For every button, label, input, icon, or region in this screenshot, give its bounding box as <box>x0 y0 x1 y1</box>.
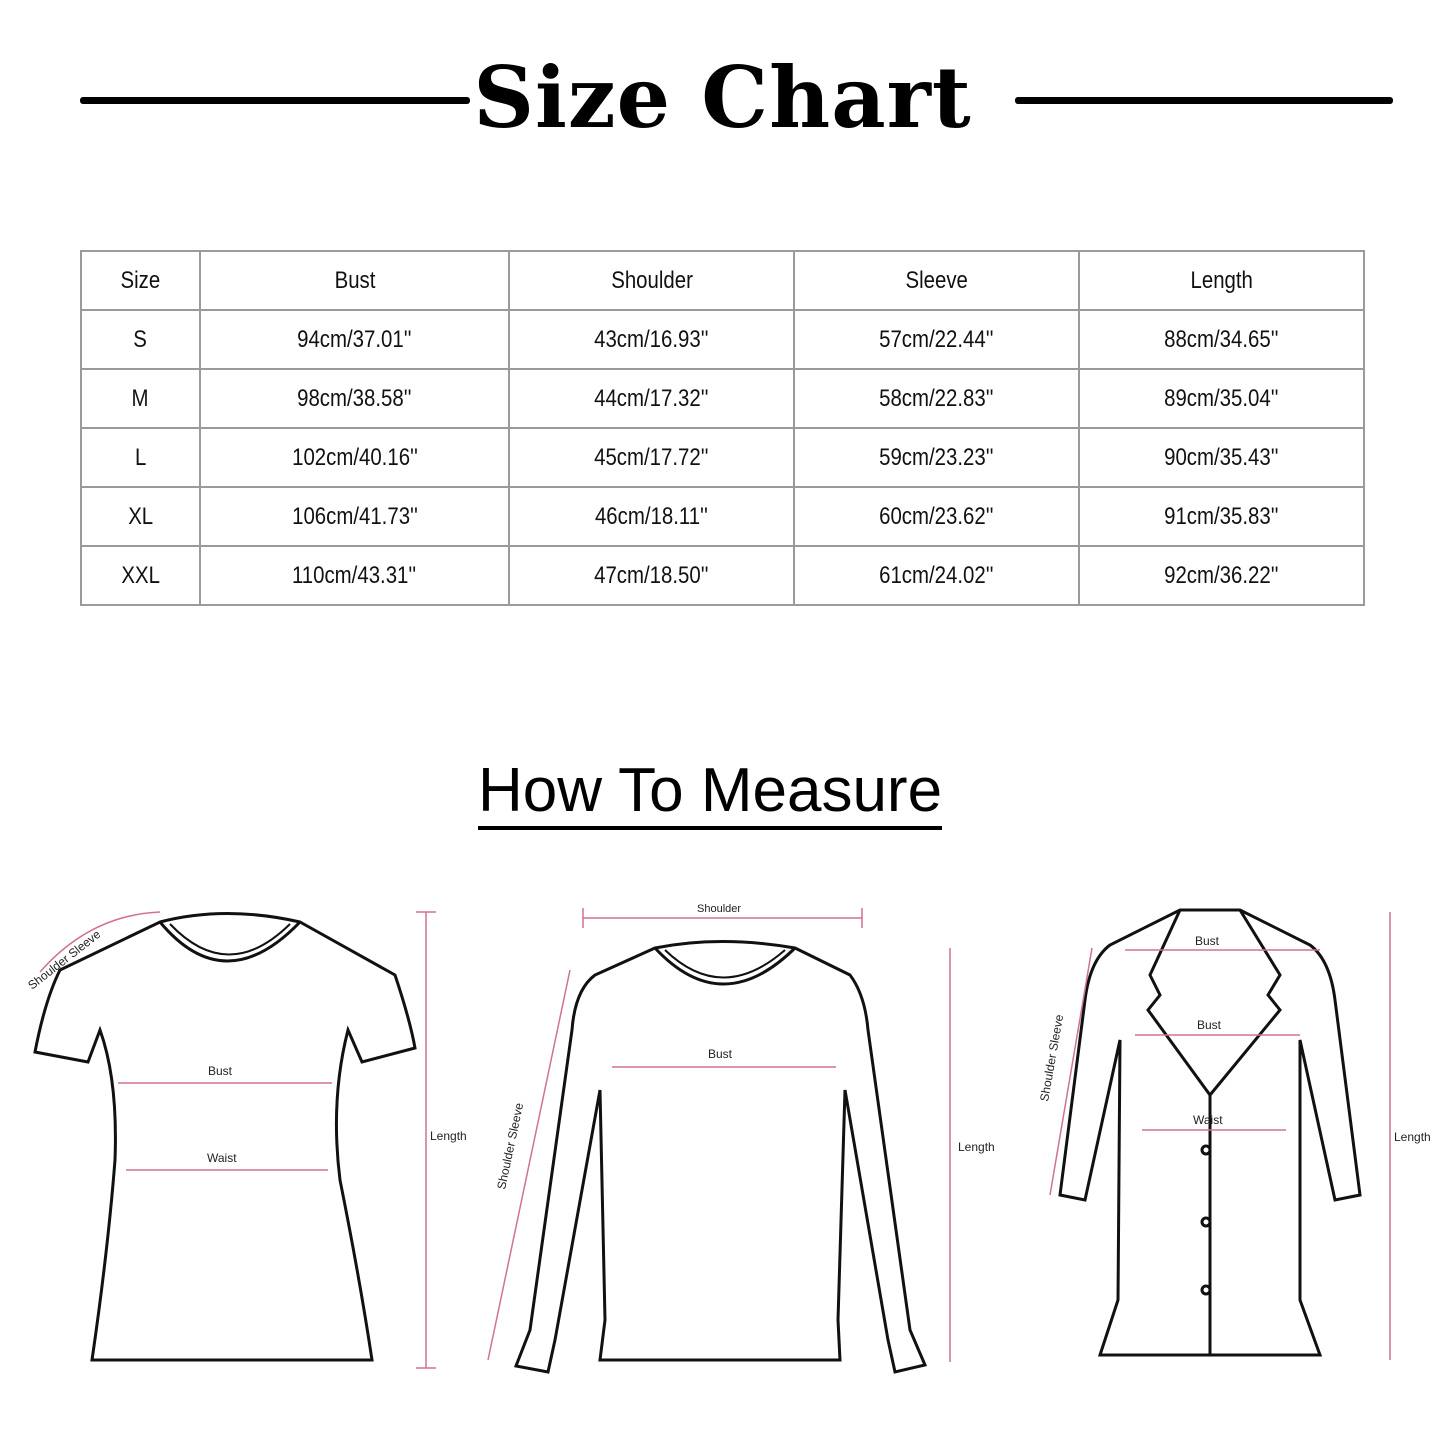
cell-text: 61cm/24.02'' <box>879 561 994 589</box>
cell-text: 91cm/35.83'' <box>1164 502 1279 530</box>
table-cell: 61cm/24.02'' <box>792 545 1081 606</box>
table-cell: 106cm/41.73'' <box>198 486 511 547</box>
table-cell: 98cm/38.58'' <box>198 368 511 429</box>
sweater-shoulder-sleeve-label: Shoulder Sleeve <box>494 1101 526 1190</box>
cell-text: 57cm/22.44'' <box>879 325 994 353</box>
tshirt-bust-label: Bust <box>208 1064 233 1078</box>
cell-text: 94cm/37.01'' <box>297 325 412 353</box>
table-cell: L <box>80 427 201 488</box>
table-cell: S <box>80 309 201 370</box>
table-header-row: Size Bust Shoulder Sleeve Length <box>80 250 1365 311</box>
page-title: Size Chart <box>473 48 972 147</box>
title-rule-right <box>1015 97 1393 104</box>
cell-text: 106cm/41.73'' <box>291 502 418 530</box>
table-cell: 90cm/35.43'' <box>1078 427 1365 488</box>
cell-text: 88cm/34.65'' <box>1164 325 1279 353</box>
table-header-cell: Length <box>1078 250 1365 311</box>
sweater-length-label: Length <box>958 1140 995 1154</box>
cell-text: 46cm/18.11'' <box>595 502 709 530</box>
table-cell: 43cm/16.93'' <box>508 309 795 370</box>
cell-text: XXL <box>121 561 160 589</box>
table-cell: 44cm/17.32'' <box>508 368 795 429</box>
cell-text: 90cm/35.43'' <box>1164 443 1279 471</box>
cell-text: 98cm/38.58'' <box>297 384 412 412</box>
table-cell: 58cm/22.83'' <box>792 368 1081 429</box>
table-header-cell: Shoulder <box>508 250 795 311</box>
how-to-measure-heading: How To Measure <box>478 758 943 830</box>
table-cell: 60cm/23.62'' <box>792 486 1081 547</box>
tshirt-length-label: Length <box>430 1129 467 1143</box>
sweater-diagram <box>487 908 951 1374</box>
sweater-shoulder-label: Shoulder <box>697 903 741 915</box>
coat-bust-top-label: Bust <box>1195 934 1220 948</box>
table-row: XL 106cm/41.73'' 46cm/18.11'' 60cm/23.62'' 9… <box>80 486 1365 547</box>
coat-waist-label: Waist <box>1193 1113 1223 1127</box>
cell-text: 92cm/36.22'' <box>1164 561 1279 589</box>
table-cell: 110cm/43.31'' <box>198 545 511 606</box>
table-cell: 89cm/35.04'' <box>1078 368 1365 429</box>
size-table: Size Bust Shoulder Sleeve Length S 94cm/37.01'… <box>80 250 1365 606</box>
table-cell: 45cm/17.72'' <box>508 427 795 488</box>
coat-length-label: Length <box>1394 1130 1431 1144</box>
cell-text: 45cm/17.72'' <box>594 443 709 471</box>
table-cell: 92cm/36.22'' <box>1078 545 1365 606</box>
cell-text: XL <box>127 502 153 530</box>
coat-shoulder-sleeve-label: Shoulder Sleeve <box>1037 1013 1066 1102</box>
table-header-cell: Sleeve <box>792 250 1081 311</box>
coat-diagram <box>1049 908 1391 1360</box>
table-header-cell: Bust <box>198 250 511 311</box>
table-cell: 57cm/22.44'' <box>792 309 1081 370</box>
cell-text: 44cm/17.32'' <box>594 384 709 412</box>
cell-text: 59cm/23.23'' <box>879 443 994 471</box>
cell-text: Shoulder <box>610 266 693 294</box>
cell-text: L <box>134 443 147 471</box>
tshirt-waist-label: Waist <box>207 1151 237 1165</box>
cell-text: 102cm/40.16'' <box>291 443 418 471</box>
table-row: S 94cm/37.01'' 43cm/16.93'' 57cm/22.44'' 88c… <box>80 309 1365 370</box>
tshirt-shoulder-sleeve-label: Shoulder Sleeve <box>25 927 103 992</box>
cell-text: Size <box>120 266 161 294</box>
cell-text: Length <box>1190 266 1253 294</box>
cell-text: 58cm/22.83'' <box>879 384 994 412</box>
sweater-bust-label: Bust <box>708 1047 733 1061</box>
cell-text: 47cm/18.50'' <box>594 561 709 589</box>
table-cell: 102cm/40.16'' <box>198 427 511 488</box>
table-cell: 47cm/18.50'' <box>508 545 795 606</box>
title-rule-left <box>80 97 470 104</box>
cell-text: 60cm/23.62'' <box>879 502 994 530</box>
table-cell: 91cm/35.83'' <box>1078 486 1365 547</box>
cell-text: Bust <box>334 266 375 294</box>
table-row: XXL 110cm/43.31'' 47cm/18.50'' 61cm/24.02''… <box>80 545 1365 606</box>
table-cell: 46cm/18.11'' <box>508 486 795 547</box>
cell-text: 89cm/35.04'' <box>1164 384 1279 412</box>
table-cell: 94cm/37.01'' <box>198 309 511 370</box>
cell-text: S <box>133 325 148 353</box>
cell-text: Sleeve <box>905 266 968 294</box>
table-cell: M <box>80 368 201 429</box>
cell-text: 110cm/43.31'' <box>292 561 417 589</box>
table-cell: 88cm/34.65'' <box>1078 309 1365 370</box>
table-cell: XXL <box>80 545 201 606</box>
table-cell: XL <box>80 486 201 547</box>
coat-bust-label: Bust <box>1197 1018 1222 1032</box>
table-header-cell: Size <box>80 250 201 311</box>
cell-text: M <box>131 384 149 412</box>
table-cell: 59cm/23.23'' <box>792 427 1081 488</box>
table-row: L 102cm/40.16'' 45cm/17.72'' 59cm/23.23'' 90… <box>80 427 1365 488</box>
table-row: M 98cm/38.58'' 44cm/17.32'' 58cm/22.83'' 89c… <box>80 368 1365 429</box>
cell-text: 43cm/16.93'' <box>594 325 709 353</box>
tshirt-diagram <box>33 911 436 1369</box>
